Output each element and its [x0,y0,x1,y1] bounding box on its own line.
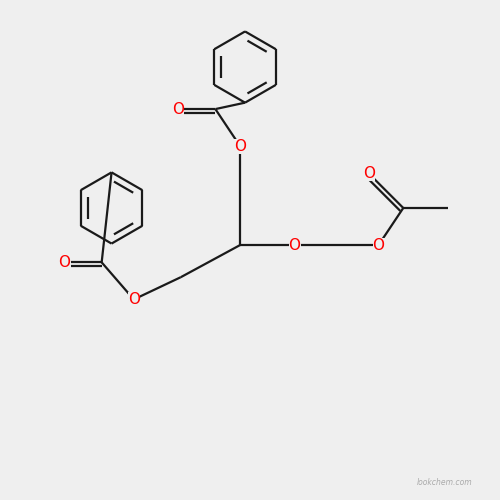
Text: lookchem.com: lookchem.com [417,478,472,488]
Text: O: O [372,238,384,252]
Text: O: O [172,102,184,116]
Text: O: O [288,238,300,252]
Text: O: O [234,138,246,154]
Text: O: O [58,255,70,270]
Text: O: O [128,292,140,307]
Text: O: O [362,166,374,181]
